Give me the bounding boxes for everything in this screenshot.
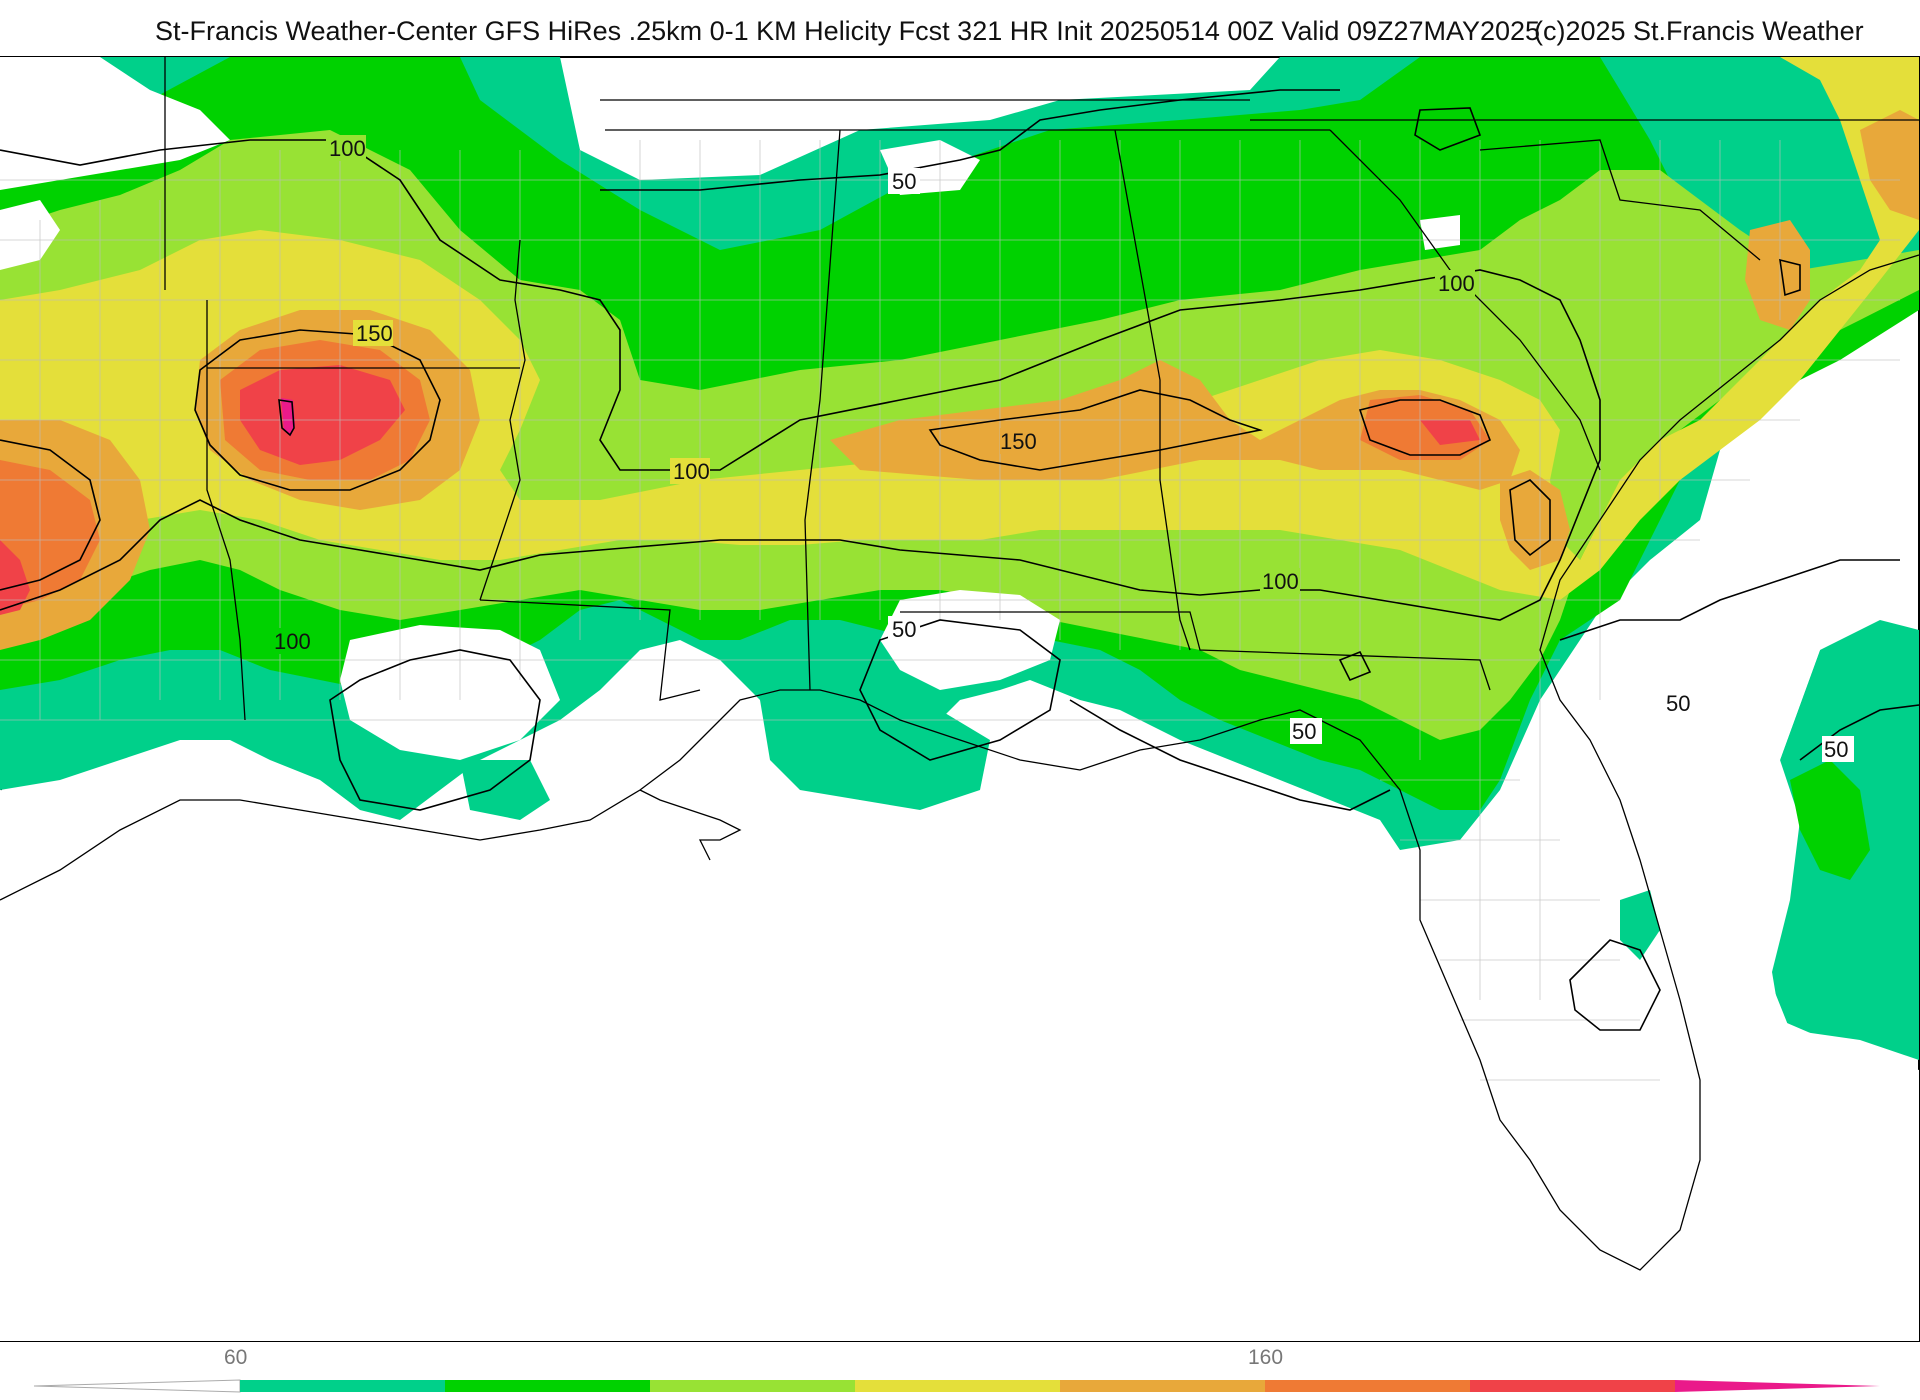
contour-150-sc-small <box>1509 479 1551 557</box>
contour-label-50-al: 50 <box>892 617 916 642</box>
coastline-gulf <box>0 254 1920 1271</box>
contour-label-100-ga: 100 <box>1262 569 1299 594</box>
contour-150-georgia <box>928 389 1264 471</box>
helicity-map: 100 150 50 150 100 100 100 100 50 50 50 … <box>0 56 1920 1342</box>
colorbar-segments <box>240 1380 1880 1392</box>
colorbar-segment-6 <box>1470 1380 1675 1392</box>
fill-lightorange-georgia <box>830 360 1520 490</box>
contour-label-50-fl: 50 <box>1292 719 1316 744</box>
contour-label-150-west: 150 <box>356 321 393 346</box>
title-bar: St-Francis Weather-Center GFS HiRes .25k… <box>0 0 1920 56</box>
fill-red-west <box>240 365 405 465</box>
gap-fl-peninsula <box>0 440 1919 1341</box>
colorbar-segment-2 <box>650 1380 855 1392</box>
boundary-ms-al <box>804 129 841 691</box>
contour-label-100-nc: 100 <box>1438 271 1475 296</box>
contour-150-edge <box>0 439 101 591</box>
contour-100-ne <box>1414 107 1482 151</box>
contour-50-florida-loop <box>1569 939 1661 1031</box>
contour-50-gulf-west <box>329 649 541 811</box>
colorbar-left-arrow <box>33 1379 241 1393</box>
contour-50-sc-small <box>1338 650 1372 682</box>
colorbar-segment-0 <box>240 1380 445 1392</box>
colorbar-strip <box>33 1379 1880 1393</box>
boundary-al-ga <box>1114 129 1191 651</box>
fill-orange-georgia <box>1360 395 1490 460</box>
boundary-nc-sc <box>1479 139 1761 261</box>
contour-50-fl <box>1069 699 1391 811</box>
gap-ky <box>1420 215 1460 250</box>
boundary-la-ms-south <box>479 599 701 701</box>
colorbar-segment-1 <box>445 1380 650 1392</box>
contour-150-sc <box>1358 399 1492 456</box>
fill-orange-edge <box>0 460 100 610</box>
gap-west-top <box>0 57 230 190</box>
state-boundaries-layer <box>0 57 1920 1271</box>
contour-label-100-nw: 100 <box>329 136 366 161</box>
copyright-notice: (c)2025 St.Francis Weather <box>1534 16 1864 46</box>
fill-red-edge <box>0 540 30 615</box>
colorbar: 60 160 <box>0 1342 1920 1400</box>
boundary-ga-sc <box>1329 129 1601 471</box>
fill-lightorange-sc <box>1500 470 1570 570</box>
contour-50-gulf-al <box>859 619 1061 761</box>
colorbar-tick-60: 60 <box>224 1346 248 1369</box>
colorbar-segment-3 <box>855 1380 1060 1392</box>
contour-50-atlantic-east <box>1799 704 1920 761</box>
fill-teal-gulf-patch2 <box>460 760 550 820</box>
colorbar-segment-5 <box>1265 1380 1470 1392</box>
contour-label-150-georgia: 150 <box>1000 429 1037 454</box>
fill-green-atlantic <box>1790 760 1870 880</box>
contour-label-50-atlantic: 50 <box>1666 691 1690 716</box>
map-title: St-Francis Weather-Center GFS HiRes .25k… <box>155 16 1541 46</box>
contour-label-100-la: 100 <box>274 629 311 654</box>
colorbar-segment-7 <box>1675 1380 1880 1392</box>
fill-lightorange-nc <box>1745 220 1810 330</box>
contour-150-nc-small <box>1779 258 1801 297</box>
boundary-mississippi-river <box>479 239 526 601</box>
colorbar-segment-4 <box>1060 1380 1265 1392</box>
helicity-fill-layer <box>0 57 1919 1341</box>
contour-label-50-atlantic-east: 50 <box>1824 737 1848 762</box>
contour-peak <box>278 399 295 437</box>
fill-red-georgia <box>1420 420 1480 445</box>
contour-100-west <box>0 139 1601 621</box>
contour-lines-layer <box>0 89 1920 1031</box>
gap-nw-blob <box>0 200 60 270</box>
contour-50-atlantic <box>1559 559 1900 641</box>
fill-lightorange-ne <box>1860 110 1919 220</box>
fill-teal-florida-east <box>1620 890 1660 960</box>
contour-label-100-ms: 100 <box>673 459 710 484</box>
contour-150-west <box>194 329 441 491</box>
coastline-la-delta <box>639 789 742 861</box>
colorbar-tick-160: 160 <box>1248 1346 1284 1369</box>
gap-al-coast <box>880 590 1060 690</box>
contour-50-tn <box>600 89 1340 191</box>
contour-label-50-tn: 50 <box>892 169 916 194</box>
map-canvas: 100 150 50 150 100 100 100 100 50 50 50 … <box>0 56 1920 1342</box>
boundary-tx-la <box>206 300 246 721</box>
boundary-fl-panhandle <box>900 611 1491 691</box>
contour-labels-layer: 100 150 50 150 100 100 100 100 50 50 50 … <box>272 135 1854 762</box>
fill-magenta-peak <box>281 398 295 436</box>
